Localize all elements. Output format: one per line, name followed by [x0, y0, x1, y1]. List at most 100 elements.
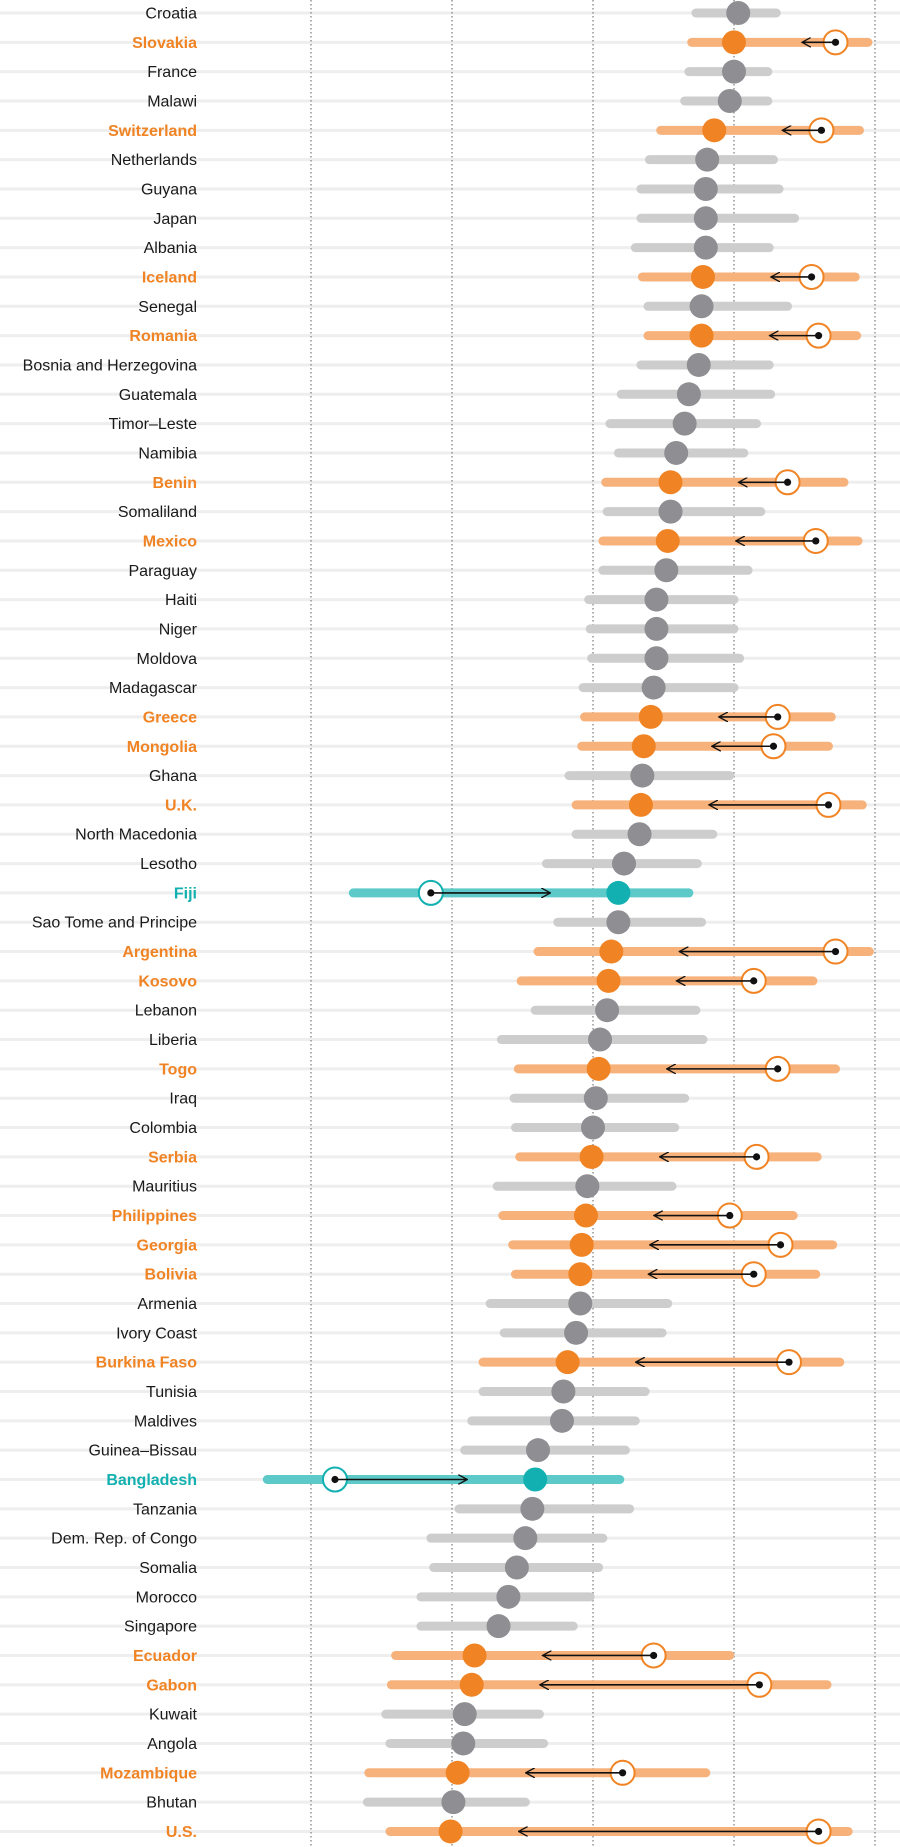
country-label: Singapore: [124, 1619, 197, 1636]
value-dot: [630, 763, 655, 788]
country-label: Somaliland: [118, 504, 197, 521]
country-label: Armenia: [137, 1296, 197, 1313]
previous-value-point: [650, 1651, 658, 1660]
country-label: Tanzania: [133, 1501, 197, 1518]
previous-value-point: [783, 478, 792, 486]
value-dot: [568, 1262, 593, 1287]
value-dot: [586, 1056, 611, 1081]
country-labels: Croatia Slovakia France Malawi Switzerland Ne…: [23, 6, 198, 1841]
previous-value-point: [427, 889, 435, 897]
value-dot: [579, 1144, 604, 1169]
country-label: Ghana: [149, 768, 197, 785]
value-dot: [526, 1438, 551, 1463]
value-dot: [595, 998, 620, 1023]
value-dot: [445, 1760, 470, 1785]
country-label: Angola: [147, 1736, 197, 1753]
previous-value-point: [774, 713, 782, 721]
country-label: Guinea–Bissau: [88, 1443, 197, 1460]
country-label: Somalia: [139, 1560, 197, 1577]
country-label: Mongolia: [127, 739, 197, 756]
value-dot: [520, 1496, 545, 1521]
country-label: Moldova: [137, 651, 198, 668]
value-dot: [523, 1467, 548, 1492]
country-label: Guatemala: [119, 387, 197, 404]
previous-value-point: [331, 1475, 339, 1484]
value-dot: [513, 1526, 538, 1551]
value-dot: [452, 1702, 477, 1727]
country-label: Lebanon: [135, 1003, 197, 1020]
country-label: Haiti: [165, 592, 197, 609]
previous-value-point: [815, 1827, 823, 1836]
value-dot: [717, 88, 742, 113]
value-dot: [583, 1086, 608, 1111]
value-dot: [588, 1027, 613, 1052]
country-label: Burkina Faso: [96, 1355, 198, 1372]
country-label: Ivory Coast: [116, 1325, 197, 1342]
value-dot: [676, 382, 701, 407]
country-label: Romania: [129, 328, 197, 345]
previous-value-point: [750, 977, 758, 985]
value-dot: [504, 1555, 529, 1580]
value-dot: [606, 880, 631, 905]
country-label: Serbia: [148, 1149, 197, 1166]
country-label: Malawi: [147, 93, 197, 110]
previous-value-point: [807, 273, 816, 281]
value-dot: [438, 1819, 463, 1844]
country-label: Slovakia: [132, 35, 197, 52]
country-label: Bhutan: [146, 1795, 197, 1812]
value-dot: [726, 1, 751, 25]
value-dot: [690, 264, 715, 289]
value-dot: [441, 1790, 466, 1815]
value-dot: [599, 939, 624, 964]
previous-value-point: [785, 1358, 793, 1366]
previous-value-point: [824, 801, 833, 809]
country-label: Bangladesh: [106, 1472, 197, 1489]
value-dot: [644, 587, 669, 612]
plot-marks: [262, 1, 874, 1845]
value-dot: [672, 411, 697, 436]
value-dot: [496, 1584, 521, 1609]
country-label: Iceland: [142, 269, 197, 286]
value-dot: [658, 499, 683, 524]
value-dot: [664, 440, 689, 465]
country-label: Netherlands: [111, 152, 197, 169]
country-label: Lesotho: [140, 856, 197, 873]
value-dot: [689, 294, 714, 319]
previous-value-point: [619, 1769, 627, 1777]
country-label: Senegal: [138, 299, 197, 316]
value-dot: [658, 470, 683, 495]
country-label: Ecuador: [133, 1648, 197, 1665]
country-label: Benin: [153, 475, 197, 492]
value-dot: [654, 558, 679, 583]
country-label: Niger: [159, 621, 198, 638]
value-dot: [568, 1291, 593, 1316]
country-label: Iraq: [169, 1091, 197, 1108]
value-dot: [564, 1320, 589, 1345]
previous-value-point: [817, 126, 826, 134]
value-dot: [628, 792, 653, 817]
country-label: North Macedonia: [75, 827, 197, 844]
country-label: Madagascar: [109, 680, 198, 697]
country-label: Gabon: [146, 1677, 197, 1694]
value-dot: [459, 1672, 484, 1697]
value-dot: [722, 59, 746, 84]
value-dot: [644, 646, 669, 671]
country-label: Georgia: [137, 1237, 198, 1254]
country-label: Guyana: [141, 181, 197, 198]
country-label: Kosovo: [138, 973, 197, 990]
value-dot: [573, 1203, 598, 1228]
previous-value-point: [726, 1211, 734, 1220]
country-label: Croatia: [145, 6, 197, 23]
value-dot: [686, 352, 711, 377]
value-dot: [555, 1350, 580, 1375]
value-dot: [596, 968, 621, 993]
country-label: Bosnia and Herzegovina: [23, 357, 197, 374]
value-dot: [722, 30, 746, 55]
value-dot: [693, 206, 718, 231]
country-label: Argentina: [122, 944, 197, 961]
value-dot: [575, 1174, 600, 1199]
country-label: Togo: [159, 1061, 197, 1078]
country-label: Mexico: [143, 533, 197, 550]
value-dot: [451, 1731, 476, 1756]
value-dot: [693, 235, 718, 260]
